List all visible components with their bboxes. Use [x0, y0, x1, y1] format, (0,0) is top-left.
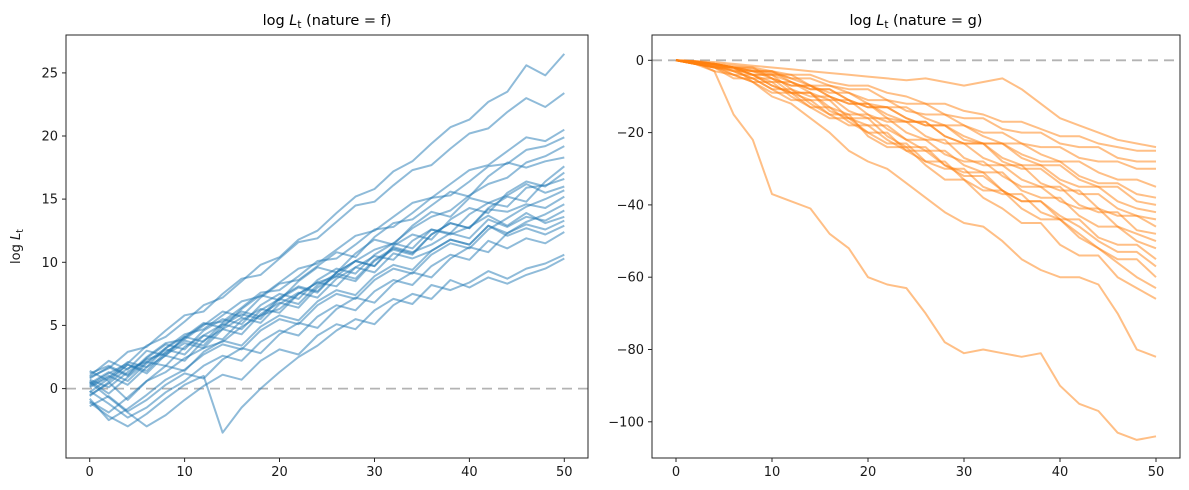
y-tick-label: 15: [41, 193, 58, 208]
x-tick-label: 50: [556, 465, 573, 480]
x-tick-label: 20: [860, 465, 877, 480]
trajectory-line: [89, 195, 565, 385]
trajectory-line: [675, 59, 1157, 250]
trajectory-line: [89, 224, 565, 382]
x-tick-label: 40: [1052, 465, 1069, 480]
x-tick-label: 30: [956, 465, 973, 480]
trajectory-line: [89, 177, 565, 395]
x-tick-label: 30: [366, 465, 383, 480]
trajectory-line: [675, 59, 1156, 170]
trajectory-line: [89, 253, 565, 428]
x-tick-label: 50: [1148, 465, 1165, 480]
x-tick-label: 20: [271, 465, 288, 480]
trajectory-line: [675, 59, 1157, 300]
x-tick-label: 10: [764, 465, 781, 480]
axes-frame: [651, 34, 1181, 459]
x-tick-label: 0: [86, 465, 94, 480]
trajectory-line: [89, 257, 565, 434]
trajectory-line: [675, 59, 1157, 278]
trajectory-line: [675, 59, 1157, 260]
subplot-title: log Lt (nature = f): [263, 13, 392, 31]
trajectory-line: [89, 212, 565, 380]
trajectory-line: [88, 189, 565, 422]
trajectory-line: [89, 156, 565, 376]
trajectory-line: [675, 59, 1157, 199]
y-tick-label: −80: [617, 343, 644, 358]
trajectory-line: [89, 203, 565, 413]
y-tick-label: −20: [617, 126, 644, 141]
trajectory-line: [89, 92, 565, 379]
trajectory-line: [675, 59, 1157, 289]
y-tick-label: 0: [636, 54, 644, 69]
x-tick-label: 10: [176, 465, 193, 480]
trajectory-line: [675, 59, 1156, 152]
y-tick-label: −40: [617, 198, 644, 213]
x-tick-label: 40: [461, 465, 478, 480]
y-axis-label: log Lt: [9, 229, 26, 264]
trajectory-line: [675, 59, 1157, 441]
trajectory-line: [675, 59, 1157, 268]
y-tick-label: −100: [608, 415, 644, 430]
trajectory-line: [675, 59, 1156, 163]
x-tick-label: 0: [672, 465, 680, 480]
trajectory-line: [89, 53, 566, 386]
y-tick-label: −60: [617, 271, 644, 286]
subplot-title: log Lt (nature = g): [850, 13, 983, 31]
y-tick-label: 20: [41, 130, 58, 145]
axes-frame: [65, 34, 589, 459]
trajectory-line: [675, 59, 1157, 228]
y-tick-label: 0: [50, 382, 58, 397]
y-tick-label: 10: [41, 256, 58, 271]
y-tick-label: 5: [50, 319, 58, 334]
trajectory-line: [89, 136, 565, 389]
trajectory-line: [675, 59, 1157, 149]
y-tick-label: 25: [41, 66, 58, 81]
trajectory-line: [89, 231, 565, 419]
